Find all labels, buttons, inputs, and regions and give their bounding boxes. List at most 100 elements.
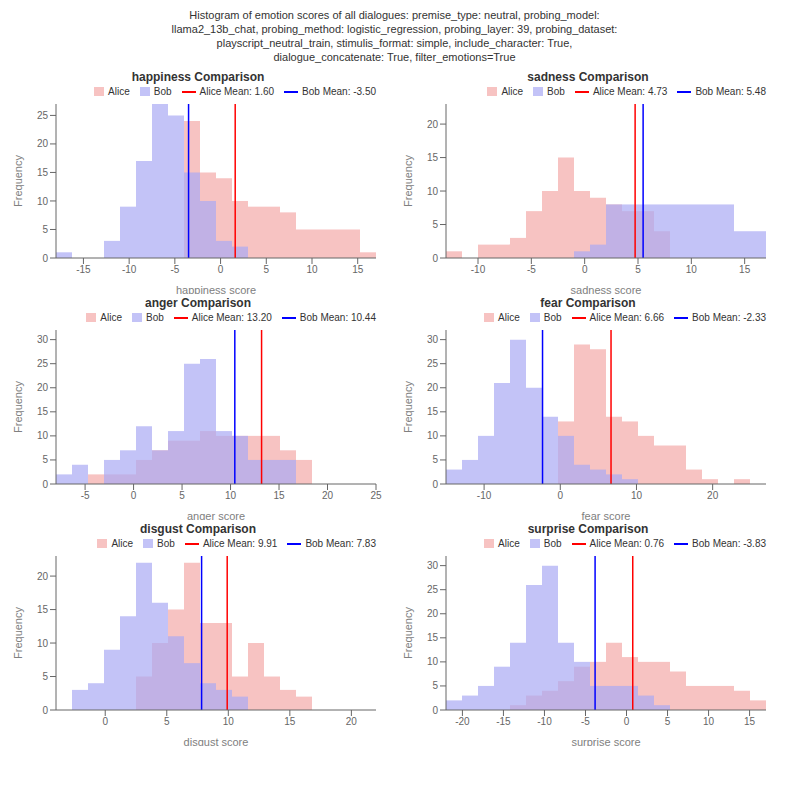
svg-text:25: 25 [427, 584, 439, 595]
svg-text:10: 10 [703, 716, 715, 727]
svg-text:10: 10 [37, 638, 49, 649]
svg-text:15: 15 [352, 264, 364, 275]
svg-text:20: 20 [346, 716, 358, 727]
svg-text:10: 10 [306, 264, 318, 275]
svg-text:0: 0 [131, 490, 137, 501]
svg-text:10: 10 [686, 264, 698, 275]
svg-text:15: 15 [739, 264, 751, 275]
svg-text:25: 25 [37, 358, 49, 369]
svg-text:-5: -5 [170, 264, 179, 275]
svg-text:10: 10 [631, 490, 643, 501]
svg-text:15: 15 [427, 406, 439, 417]
svg-text:10: 10 [223, 716, 235, 727]
html-text:surprise Comparison: surprise Comparison [527, 522, 649, 536]
html-text:happiness Comparison: happiness Comparison [131, 70, 265, 84]
svg-text:0: 0 [558, 490, 564, 501]
svg-text:Frequency: Frequency [12, 381, 24, 433]
svg-text:0: 0 [218, 264, 224, 275]
svg-text:anger score: anger score [187, 510, 245, 520]
svg-text:5: 5 [42, 224, 48, 235]
svg-text:0: 0 [432, 479, 438, 490]
svg-text:-15: -15 [496, 716, 511, 727]
svg-text:-5: -5 [81, 490, 90, 501]
html-text:Bob Mean: -3.50: Bob Mean: -3.50 [302, 86, 376, 97]
svg-text:20: 20 [37, 138, 49, 149]
svg-text:5: 5 [42, 454, 48, 465]
svg-text:sadness score: sadness score [571, 284, 642, 294]
svg-text:surprise score: surprise score [571, 736, 640, 746]
svg-text:Frequency: Frequency [402, 155, 414, 207]
svg-text:20: 20 [37, 382, 49, 393]
svg-text:disgust score: disgust score [184, 736, 249, 746]
svg-text:25: 25 [37, 110, 49, 121]
svg-text:20: 20 [322, 490, 334, 501]
html-text:Alice: Alice [108, 86, 130, 97]
svg-text:0: 0 [582, 264, 588, 275]
html-text:Alice: Alice [501, 86, 524, 97]
svg-text:Frequency: Frequency [12, 607, 24, 659]
svg-text:Frequency: Frequency [402, 607, 414, 659]
html-text:disgust Comparison: disgust Comparison [140, 522, 256, 536]
svg-text:-5: -5 [581, 716, 590, 727]
svg-text:30: 30 [427, 560, 439, 571]
svg-text:-10: -10 [122, 264, 137, 275]
svg-text:15: 15 [284, 716, 296, 727]
svg-text:5: 5 [432, 454, 438, 465]
svg-text:5: 5 [42, 671, 48, 682]
svg-text:15: 15 [37, 406, 49, 417]
svg-text:-10: -10 [471, 264, 486, 275]
svg-text:-10: -10 [477, 490, 492, 501]
html-text:Bob: Bob [153, 86, 172, 97]
svg-text:20: 20 [427, 608, 439, 619]
svg-text:15: 15 [37, 604, 49, 615]
html-text:fear Comparison: fear Comparison [540, 296, 636, 310]
svg-text:5: 5 [665, 716, 671, 727]
svg-text:5: 5 [635, 264, 641, 275]
svg-text:10: 10 [427, 656, 439, 667]
svg-text:10: 10 [427, 186, 439, 197]
svg-text:0: 0 [102, 716, 108, 727]
svg-text:15: 15 [273, 490, 285, 501]
svg-text:-20: -20 [455, 716, 470, 727]
html-text:Bob: Bob [547, 86, 565, 97]
svg-text:happiness score: happiness score [176, 284, 256, 294]
html-text:Alice Mean: 4.73: Alice Mean: 4.73 [592, 86, 668, 97]
svg-text:20: 20 [37, 571, 49, 582]
svg-text:Frequency: Frequency [402, 381, 414, 433]
svg-text:5: 5 [432, 219, 438, 230]
svg-text:5: 5 [179, 490, 185, 501]
svg-text:0: 0 [624, 716, 630, 727]
svg-text:fear score: fear score [582, 510, 631, 520]
svg-text:0: 0 [432, 705, 438, 716]
svg-text:20: 20 [427, 119, 439, 130]
svg-text:15: 15 [427, 632, 439, 643]
svg-text:-5: -5 [527, 264, 536, 275]
svg-text:10: 10 [37, 430, 49, 441]
html-text:sadness Comparison: sadness Comparison [527, 70, 649, 84]
svg-text:0: 0 [432, 253, 438, 264]
html-text:Histogram of emotion scores of: Histogram of emotion scores of all dialo… [171, 9, 618, 63]
svg-text:30: 30 [37, 334, 49, 345]
svg-text:-15: -15 [76, 264, 91, 275]
svg-text:5: 5 [164, 716, 170, 727]
svg-text:10: 10 [225, 490, 237, 501]
svg-text:15: 15 [744, 716, 756, 727]
svg-text:5: 5 [264, 264, 270, 275]
svg-text:15: 15 [37, 167, 49, 178]
svg-text:15: 15 [427, 152, 439, 163]
svg-text:25: 25 [427, 358, 439, 369]
html-text:Alice Mean: 1.60: Alice Mean: 1.60 [199, 86, 275, 97]
svg-text:10: 10 [427, 430, 439, 441]
svg-text:-10: -10 [537, 716, 552, 727]
svg-text:10: 10 [37, 196, 49, 207]
svg-text:30: 30 [427, 334, 439, 345]
svg-text:Frequency: Frequency [12, 155, 24, 207]
svg-text:0: 0 [42, 705, 48, 716]
svg-text:20: 20 [707, 490, 719, 501]
html-text:anger Comparison: anger Comparison [145, 296, 251, 310]
svg-text:20: 20 [427, 382, 439, 393]
svg-text:25: 25 [370, 490, 382, 501]
svg-text:0: 0 [42, 253, 48, 264]
svg-text:5: 5 [432, 680, 438, 691]
svg-text:0: 0 [42, 479, 48, 490]
